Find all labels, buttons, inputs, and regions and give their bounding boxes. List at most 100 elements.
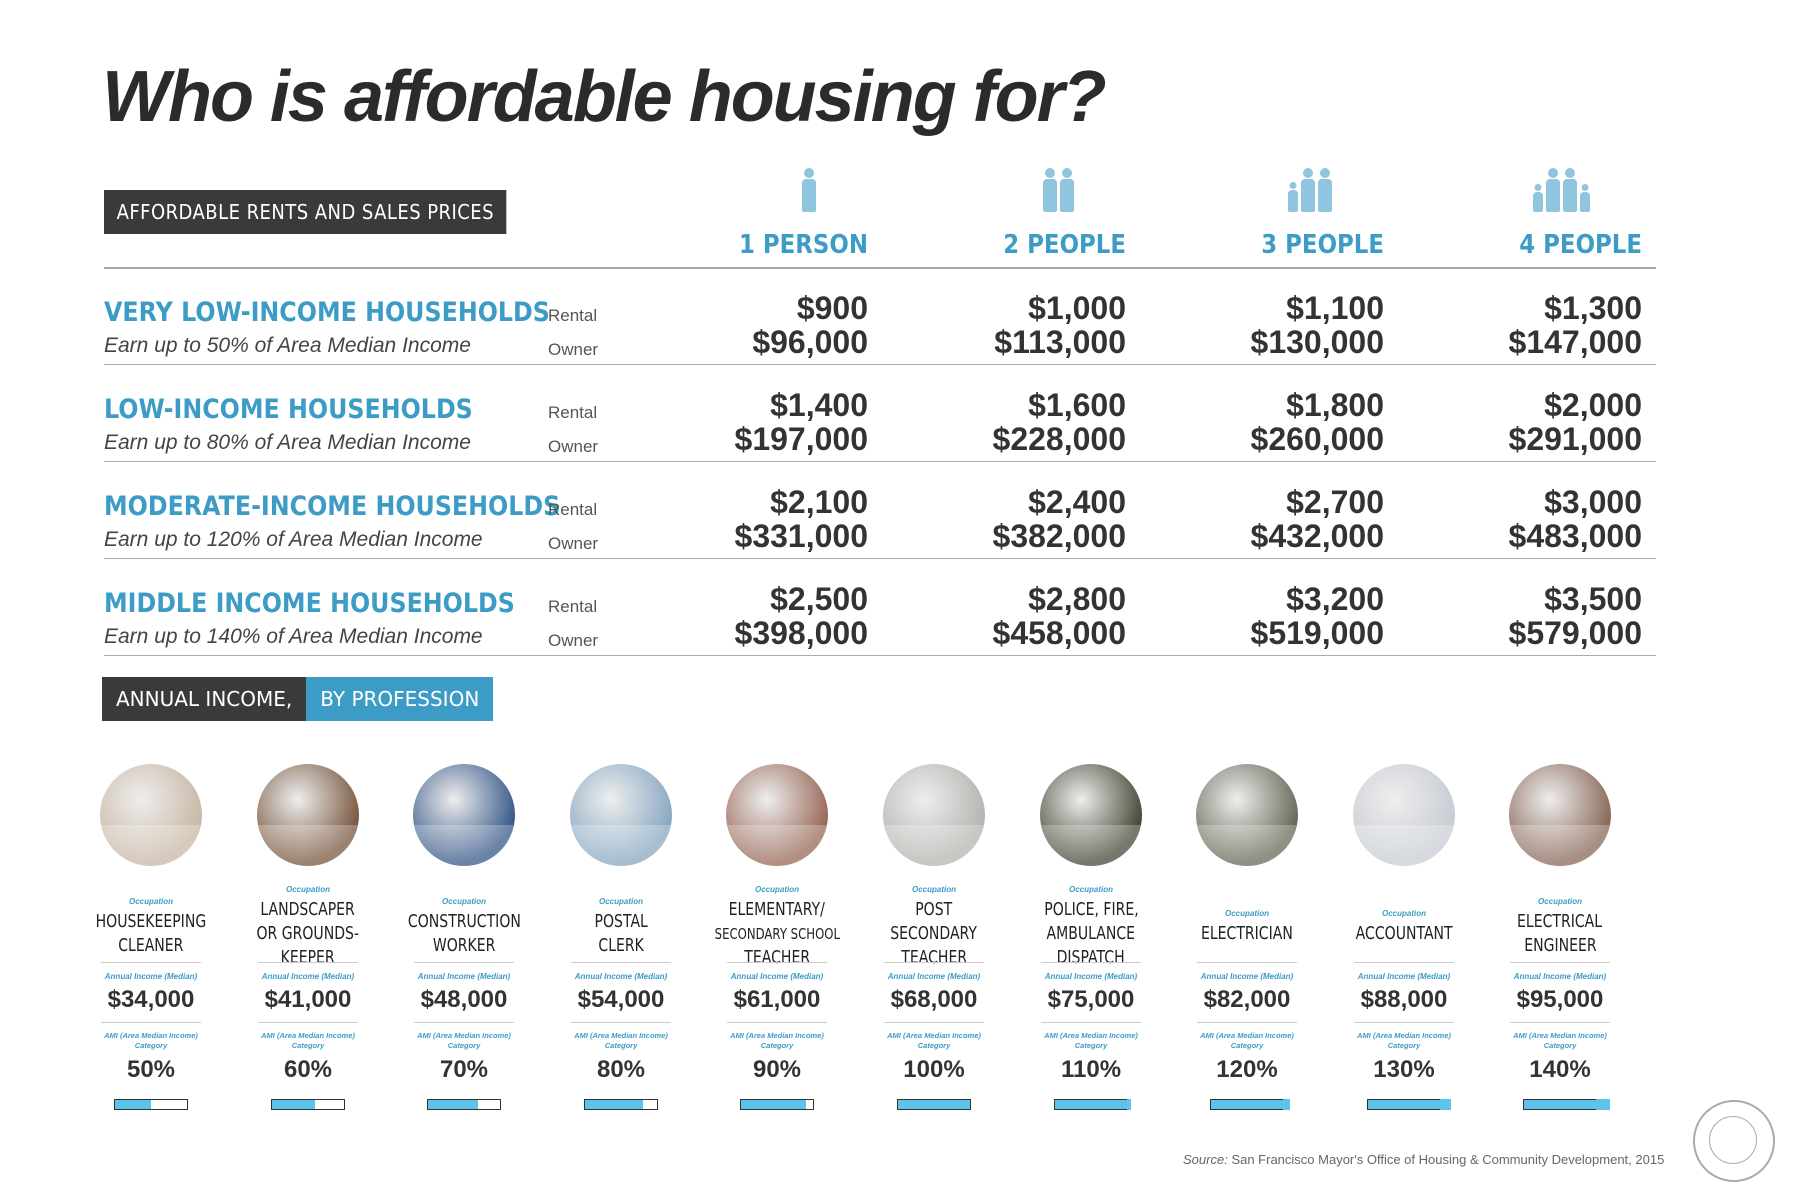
divider bbox=[1354, 1022, 1454, 1023]
occupation-name: LANDSCAPER bbox=[260, 898, 356, 920]
occupation-caption: Occupation bbox=[441, 896, 486, 906]
ami-category: 60% bbox=[283, 1056, 333, 1083]
source-text: San Francisco Mayor's Office of Housing … bbox=[1231, 1152, 1665, 1167]
rental-price: $3,200 bbox=[1286, 581, 1384, 617]
household-size-header: 3 PEOPLE bbox=[1164, 160, 1384, 260]
rental-label: Rental bbox=[548, 306, 598, 325]
occupation-caption: Occupation bbox=[128, 896, 173, 906]
ami-bar-overflow bbox=[1596, 1099, 1611, 1110]
owner-price: $260,000 bbox=[1250, 421, 1384, 457]
rental-price: $1,800 bbox=[1286, 387, 1384, 423]
ami-bar-fill bbox=[272, 1100, 316, 1109]
annual-income: $54,000 bbox=[577, 986, 665, 1013]
divider bbox=[101, 1022, 201, 1023]
household-size-label: 1 PERSON bbox=[739, 230, 868, 260]
ami-bar bbox=[1054, 1099, 1131, 1110]
rental-price: $900 bbox=[796, 290, 868, 326]
income-caption: Annual Income (Median) bbox=[104, 972, 198, 981]
occupation-caption: Occupation bbox=[1381, 908, 1426, 918]
ami-caption: AMI (Area Median Income) Category bbox=[730, 1031, 824, 1050]
annual-income: $82,000 bbox=[1203, 986, 1291, 1013]
annual-income: $95,000 bbox=[1516, 986, 1604, 1013]
ami-category: 80% bbox=[596, 1056, 646, 1083]
income-level-title: MIDDLE INCOME HOUSEHOLDS bbox=[104, 588, 515, 619]
occupation-card: Occupation LANDSCAPER OR GROUNDS- KEEPER Ann… bbox=[248, 764, 368, 1110]
ami-bar bbox=[1367, 1099, 1451, 1110]
occupation-card: Occupation ACCOUNTANT Annual Income (Media… bbox=[1344, 764, 1464, 1110]
ami-bar-fill bbox=[1368, 1100, 1440, 1109]
owner-label: Owner bbox=[548, 437, 599, 456]
occupation-name: ACCOUNTANT bbox=[1355, 922, 1453, 944]
income-level-title: MODERATE-INCOME HOUSEHOLDS bbox=[104, 491, 561, 522]
divider bbox=[884, 1022, 984, 1023]
occupation-photo bbox=[726, 764, 828, 866]
income-caption: Annual Income (Median) bbox=[730, 972, 824, 981]
ami-category: 70% bbox=[439, 1056, 489, 1083]
annual-income: $75,000 bbox=[1047, 986, 1135, 1013]
household-size-label: 2 PEOPLE bbox=[1003, 230, 1126, 260]
rental-price: $2,500 bbox=[770, 581, 868, 617]
owner-price: $96,000 bbox=[752, 324, 868, 360]
three-people-icon bbox=[1164, 160, 1384, 212]
divider bbox=[727, 1022, 827, 1023]
occupation-caption: Occupation bbox=[1537, 896, 1582, 906]
occupation-photo bbox=[413, 764, 515, 866]
occupation-name: CLEANER bbox=[118, 934, 184, 956]
income-level-title: VERY LOW-INCOME HOUSEHOLDS bbox=[104, 297, 550, 328]
occupation-card: Occupation HOUSEKEEPING CLEANER Annual Inco… bbox=[91, 764, 211, 1110]
owner-price: $130,000 bbox=[1250, 324, 1384, 360]
ami-category: 140% bbox=[1529, 1056, 1591, 1083]
household-size-label: 4 PEOPLE bbox=[1519, 230, 1642, 260]
owner-price: $113,000 bbox=[994, 324, 1126, 360]
source-label: Source: bbox=[1183, 1152, 1228, 1167]
income-caption: Annual Income (Median) bbox=[1200, 972, 1294, 981]
occupation-name: TEACHER bbox=[901, 946, 967, 968]
occupation-card: Occupation ELEMENTARY/SECONDARY SCHOOL TEA… bbox=[714, 764, 840, 1110]
divider bbox=[1510, 962, 1610, 963]
ami-bar-fill bbox=[585, 1100, 643, 1109]
rental-price: $1,000 bbox=[1028, 290, 1126, 326]
owner-price: $331,000 bbox=[734, 518, 868, 554]
income-tag-part2: BY PROFESSION bbox=[306, 677, 494, 721]
occupation-caption: Occupation bbox=[911, 884, 956, 894]
divider bbox=[1041, 962, 1141, 963]
ami-bar bbox=[1210, 1099, 1291, 1110]
occupation-photo bbox=[1196, 764, 1298, 866]
annual-income: $48,000 bbox=[420, 986, 508, 1013]
owner-price: $197,000 bbox=[734, 421, 868, 457]
owner-price: $519,000 bbox=[1250, 615, 1384, 651]
ami-bar bbox=[427, 1099, 501, 1110]
occupation-name: ELECTRICAL bbox=[1517, 910, 1603, 932]
ami-bar-fill bbox=[115, 1100, 151, 1109]
ami-bar-fill bbox=[1524, 1100, 1596, 1109]
annual-income: $34,000 bbox=[107, 986, 195, 1013]
owner-price: $579,000 bbox=[1508, 615, 1642, 651]
divider bbox=[884, 962, 984, 963]
occupation-photo bbox=[570, 764, 672, 866]
owner-price: $483,000 bbox=[1508, 518, 1642, 554]
ami-bar-fill bbox=[1211, 1100, 1283, 1109]
divider bbox=[1354, 962, 1454, 963]
divider bbox=[1041, 1022, 1141, 1023]
occupation-name: OR GROUNDS- bbox=[256, 922, 360, 944]
income-level-subtitle: Earn up to 50% of Area Median Income bbox=[104, 334, 471, 357]
annual-income: $41,000 bbox=[264, 986, 352, 1013]
ami-category: 120% bbox=[1216, 1056, 1278, 1083]
ami-bar bbox=[584, 1099, 658, 1110]
ami-bar bbox=[114, 1099, 188, 1110]
occupation-caption: Occupation bbox=[598, 896, 643, 906]
occupation-photo bbox=[100, 764, 202, 866]
divider bbox=[1197, 962, 1297, 963]
occupation-name: DISPATCH bbox=[1056, 946, 1126, 968]
rents-section-tag: AFFORDABLE RENTS AND SALES PRICES bbox=[104, 190, 507, 234]
occupation-card: Occupation POSTAL CLERK Annual Income (Medi… bbox=[561, 764, 681, 1110]
income-caption: Annual Income (Median) bbox=[574, 972, 668, 981]
ami-category: 110% bbox=[1060, 1056, 1122, 1083]
income-caption: Annual Income (Median) bbox=[1044, 972, 1138, 981]
ami-caption: AMI (Area Median Income) Category bbox=[1513, 1031, 1607, 1050]
income-level-title: LOW-INCOME HOUSEHOLDS bbox=[104, 394, 473, 425]
rental-price: $2,700 bbox=[1286, 484, 1384, 520]
rental-price: $3,000 bbox=[1544, 484, 1642, 520]
divider bbox=[101, 962, 201, 963]
income-caption: Annual Income (Median) bbox=[887, 972, 981, 981]
